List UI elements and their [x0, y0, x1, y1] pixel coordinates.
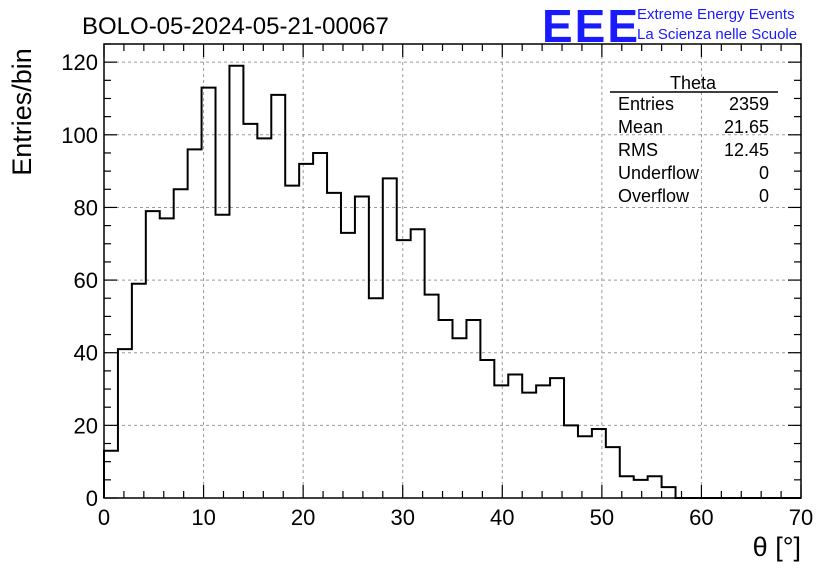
histogram-bin [341, 233, 355, 498]
histogram-bin [383, 178, 397, 498]
histogram-bin [620, 476, 634, 498]
x-tick-label: 50 [590, 505, 614, 530]
y-axis-label: Entries/bin [7, 48, 37, 176]
logo-line-2: La Scienza nelle Scuole [637, 26, 797, 43]
histogram-outline [103, 64, 801, 499]
histogram-bin [550, 378, 564, 498]
x-tick-label: 20 [291, 505, 315, 530]
stats-value: 0 [759, 186, 769, 206]
histogram-bin [327, 193, 341, 498]
histogram-bin [104, 451, 118, 498]
stats-label: Overflow [618, 186, 690, 206]
stats-label: Underflow [618, 163, 700, 183]
histogram-bin [564, 425, 578, 498]
x-tick-label: 0 [98, 505, 110, 530]
histogram-bin [216, 215, 230, 498]
y-tick-label: 100 [61, 123, 98, 148]
histogram-bin [188, 149, 202, 498]
histogram-bin [411, 229, 425, 498]
histogram-bin [494, 385, 508, 498]
histogram-bin [634, 480, 648, 498]
stats-title: Theta [670, 73, 717, 93]
stats-value: 21.65 [724, 117, 769, 137]
chart-title: BOLO-05-2024-05-21-00067 [82, 13, 389, 40]
y-tick-label: 60 [74, 268, 98, 293]
histogram-bin [369, 298, 383, 498]
histogram-bin [453, 338, 467, 498]
histogram-bin [536, 385, 550, 498]
histogram-bin [480, 360, 494, 498]
x-tick-label: 70 [789, 505, 813, 530]
stats-value: 0 [759, 163, 769, 183]
stats-value: 2359 [729, 94, 769, 114]
histogram-bin [578, 436, 592, 498]
histogram-bin [648, 476, 662, 498]
histogram-bin [285, 186, 299, 498]
histogram-bin [466, 320, 480, 498]
histogram-bin [508, 375, 522, 498]
x-tick-label: 30 [390, 505, 414, 530]
stats-label: Mean [618, 117, 663, 137]
histogram-bin [425, 295, 439, 498]
stats-value: 12.45 [724, 140, 769, 160]
histogram-bin [160, 218, 174, 498]
x-tick-label: 10 [191, 505, 215, 530]
histogram-bin [202, 88, 216, 498]
histogram-bin [132, 284, 146, 498]
stats-box: Theta Entries 2359 Mean 21.65 RMS 12.45 Underf… [610, 73, 778, 206]
y-tick-label: 120 [61, 50, 98, 75]
histogram-bin [299, 164, 313, 498]
histogram-bin [397, 240, 411, 498]
histogram-bin [146, 211, 160, 498]
stats-label: Entries [618, 94, 674, 114]
stats-rows: Entries 2359 Mean 21.65 RMS 12.45 Underflow 0 Ov… [618, 94, 769, 206]
histogram-bin [174, 189, 188, 498]
histogram-bin [355, 197, 369, 498]
x-tick-label: 60 [689, 505, 713, 530]
logo-line-1: Extreme Energy Events [637, 6, 795, 23]
histogram-bin [243, 124, 257, 498]
x-axis-label: θ [°] [753, 532, 801, 562]
histogram-bin [313, 153, 327, 498]
plot-frame [103, 43, 802, 499]
grid-lines [104, 44, 801, 498]
y-tick-label: 80 [74, 195, 98, 220]
histogram-bin [592, 429, 606, 498]
y-tick-label: 40 [74, 341, 98, 366]
histogram-bin [271, 95, 285, 498]
histogram-bin [229, 66, 243, 498]
eee-logo: EEE Extreme Energy Events La Scienza nel… [542, 0, 797, 52]
y-tick-label: 20 [74, 413, 98, 438]
stats-label: RMS [618, 140, 658, 160]
histogram-bin [257, 138, 271, 498]
histogram-bin [118, 349, 132, 498]
histogram-bin [522, 393, 536, 498]
histogram-bin [606, 447, 620, 498]
histogram-bin [439, 320, 453, 498]
y-tick-label: 0 [86, 486, 98, 511]
tick-labels: 0 10 20 30 40 50 60 70 0 20 40 60 80 100 120 [61, 50, 813, 530]
histogram-bins [104, 66, 676, 498]
histogram-bin [662, 487, 676, 498]
x-tick-label: 40 [490, 505, 514, 530]
